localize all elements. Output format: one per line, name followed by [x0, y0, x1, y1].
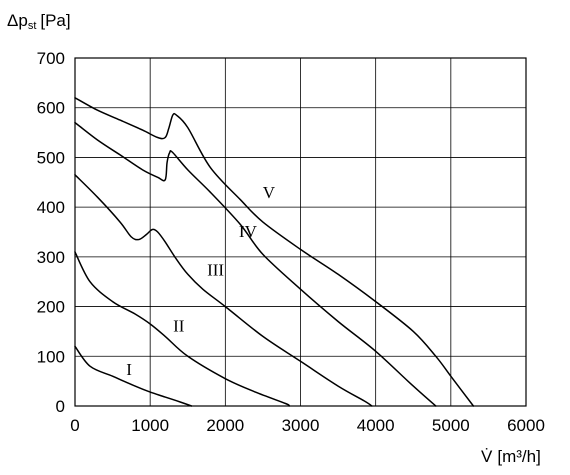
curve-label-iii: III	[207, 261, 224, 280]
y-axis-label: Δpst [Pa]	[7, 11, 71, 32]
y-tick-label: 500	[37, 148, 65, 167]
y-tick-label: 200	[37, 298, 65, 317]
x-tick-label: 6000	[507, 416, 545, 435]
y-tick-label: 400	[37, 198, 65, 217]
x-tick-label: 4000	[357, 416, 395, 435]
plot-frame	[74, 57, 527, 407]
curve-iii	[74, 174, 373, 407]
y-tick-label: 0	[56, 397, 65, 416]
grid-lines	[75, 58, 526, 406]
curve-i	[74, 345, 193, 407]
curve-iv	[74, 121, 437, 407]
curve-v	[74, 97, 475, 407]
x-tick-label: 2000	[206, 416, 244, 435]
curve-label-ii: II	[173, 316, 185, 335]
y-tick-label: 100	[37, 347, 65, 366]
tick-labels: 0 1000 2000 3000 4000 5000 6000 0 100 200 300 400 50…	[37, 49, 545, 435]
curve-ii	[74, 251, 290, 407]
x-tick-label: 3000	[282, 416, 320, 435]
x-tick-label: 0	[70, 416, 79, 435]
curve-label-iv: IV	[239, 222, 258, 241]
y-tick-label: 600	[37, 99, 65, 118]
curves	[74, 97, 475, 407]
curve-label-i: I	[126, 360, 132, 379]
x-tick-label: 1000	[131, 416, 169, 435]
curve-label-v: V	[263, 183, 276, 202]
y-tick-label: 300	[37, 248, 65, 267]
x-axis-label: V̇ [m³/h]	[481, 447, 541, 466]
y-tick-label: 700	[37, 49, 65, 68]
x-tick-label: 5000	[432, 416, 470, 435]
